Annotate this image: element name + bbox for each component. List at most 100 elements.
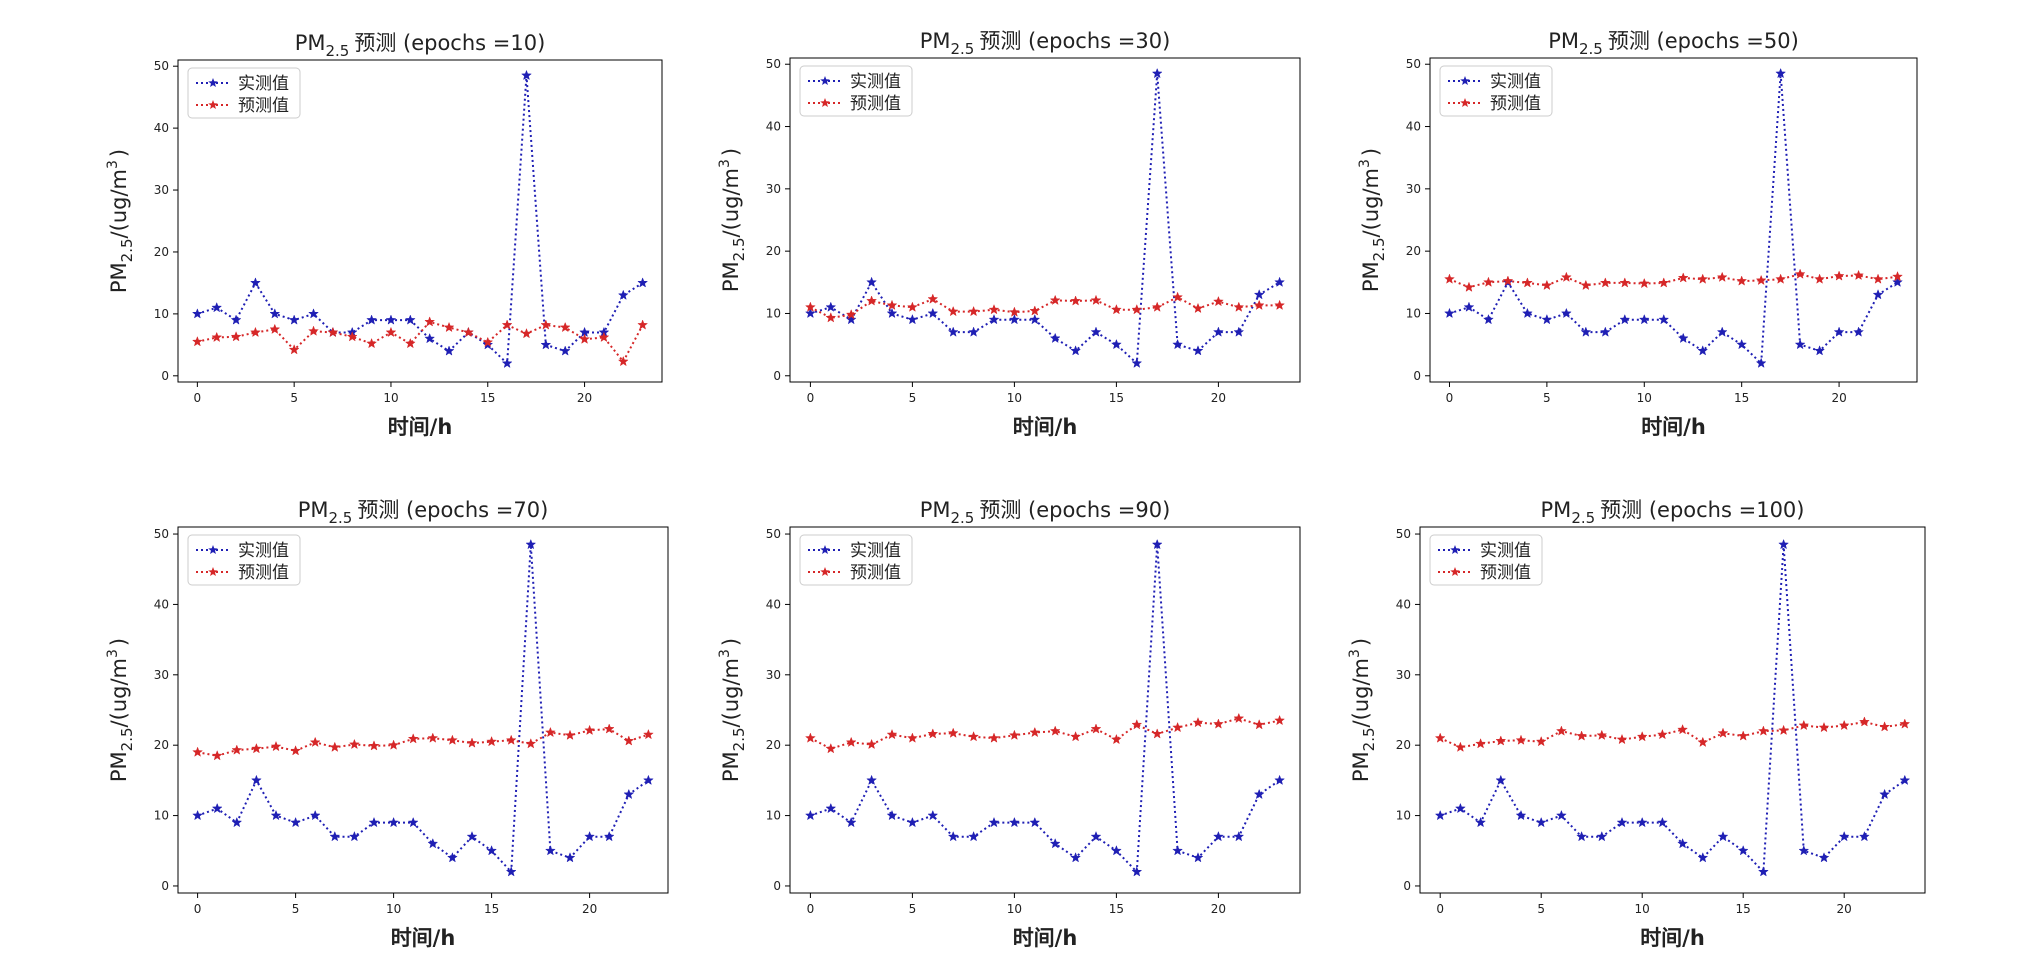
data-point — [424, 316, 436, 327]
data-point — [525, 738, 537, 749]
data-point — [1541, 313, 1553, 325]
x-tick-label: 20 — [1837, 902, 1852, 916]
x-axis-label: 时间/h — [1013, 926, 1078, 950]
x-tick-label: 5 — [909, 391, 917, 405]
legend-marker — [820, 76, 830, 86]
data-point — [1736, 338, 1748, 350]
data-point — [1444, 307, 1455, 319]
x-tick-label: 20 — [1211, 902, 1226, 916]
data-point — [1110, 304, 1122, 315]
data-point — [1697, 345, 1709, 356]
data-point — [1697, 736, 1709, 747]
data-point — [866, 774, 878, 786]
series-predicted — [1444, 268, 1903, 292]
data-point — [825, 802, 837, 814]
data-point — [1619, 277, 1631, 288]
y-tick-label: 40 — [1396, 597, 1411, 611]
data-point — [1029, 305, 1041, 316]
y-tick-label: 20 — [1396, 738, 1411, 752]
data-point — [1090, 830, 1102, 842]
data-point — [1253, 299, 1265, 310]
data-point — [486, 845, 498, 856]
data-point — [1814, 345, 1826, 356]
data-point — [1616, 816, 1628, 828]
data-point — [269, 323, 281, 334]
series-measured — [804, 538, 1286, 877]
data-point — [1008, 816, 1020, 828]
data-point — [623, 788, 635, 800]
data-point — [1560, 307, 1572, 319]
data-point — [1274, 714, 1286, 726]
data-point — [564, 729, 576, 740]
data-point — [825, 742, 837, 754]
plot-frame — [177, 59, 663, 383]
plot-frame — [177, 526, 669, 894]
data-point — [211, 802, 223, 814]
data-point — [927, 293, 939, 304]
series-predicted — [192, 723, 654, 761]
data-point — [1658, 313, 1670, 325]
data-point — [1778, 724, 1790, 736]
data-point — [1736, 275, 1748, 286]
data-point — [1274, 774, 1286, 786]
y-tick-label: 20 — [766, 738, 781, 752]
data-point — [1656, 728, 1668, 740]
data-point — [1658, 277, 1670, 288]
data-point — [845, 736, 857, 747]
data-point — [231, 816, 243, 828]
data-point — [466, 737, 478, 748]
data-point — [1838, 719, 1850, 731]
data-point — [804, 301, 816, 312]
data-point — [1253, 289, 1265, 300]
data-point — [1070, 852, 1082, 863]
data-point — [845, 816, 857, 828]
data-point — [368, 816, 380, 828]
y-tick-label: 20 — [766, 244, 781, 258]
data-point — [1737, 845, 1749, 856]
data-point — [486, 735, 498, 747]
x-tick-label: 15 — [480, 391, 495, 405]
data-point — [211, 301, 223, 313]
data-point — [1892, 270, 1903, 282]
y-tick-label: 0 — [773, 879, 781, 893]
chart-title: PM2.5 预测 (epochs =10) — [295, 31, 546, 60]
x-tick-label: 5 — [909, 902, 917, 916]
data-point — [1172, 721, 1184, 733]
data-point — [230, 314, 242, 325]
y-tick-label: 50 — [1406, 57, 1421, 71]
data-point — [1555, 725, 1567, 736]
legend-marker — [1460, 76, 1470, 86]
data-point — [1899, 718, 1911, 729]
data-point — [637, 319, 649, 330]
y-tick-label: 30 — [766, 182, 781, 196]
data-point — [1495, 774, 1507, 786]
data-point — [927, 728, 939, 739]
data-point — [288, 314, 300, 325]
legend-label: 实测值 — [238, 74, 289, 94]
data-point — [1233, 301, 1245, 312]
data-point — [1757, 725, 1769, 736]
data-point — [1029, 726, 1041, 738]
x-axis-label: 时间/h — [1640, 926, 1705, 950]
x-axis-label: 时间/h — [1641, 415, 1706, 439]
data-point — [804, 307, 816, 319]
data-point — [866, 295, 878, 306]
data-point — [1444, 273, 1455, 284]
legend-label: 预测值 — [238, 563, 289, 583]
chart-title: PM2.5 预测 (epochs =50) — [1548, 29, 1799, 58]
data-point — [250, 742, 262, 754]
legend-marker — [208, 545, 218, 555]
data-point — [947, 326, 959, 337]
chart-title: PM2.5 预测 (epochs =90) — [920, 498, 1171, 527]
series-predicted — [191, 316, 649, 367]
data-point — [1794, 338, 1806, 350]
series-line — [809, 717, 1280, 750]
data-point — [544, 726, 556, 738]
data-point — [1212, 830, 1224, 842]
chart-title: PM2.5 预测 (epochs =70) — [298, 498, 549, 527]
chart-3: 0 5 10 15 20 0 10 20 30 40 50 PM2.5 预测 (epochs =50) 时… — [1357, 29, 1918, 439]
data-point — [1110, 733, 1122, 745]
data-point — [192, 809, 204, 821]
data-point — [906, 732, 918, 743]
data-point — [1070, 731, 1082, 742]
